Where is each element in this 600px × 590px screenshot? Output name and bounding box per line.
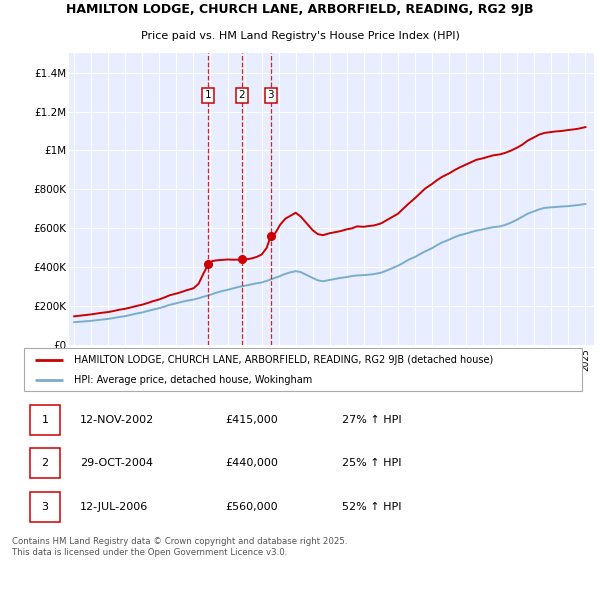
Text: £415,000: £415,000: [225, 415, 278, 425]
Text: 2: 2: [41, 458, 49, 468]
Text: 27% ↑ HPI: 27% ↑ HPI: [342, 415, 401, 425]
Text: £440,000: £440,000: [225, 458, 278, 468]
Text: 29-OCT-2004: 29-OCT-2004: [80, 458, 153, 468]
Text: 1: 1: [41, 415, 49, 425]
Text: Contains HM Land Registry data © Crown copyright and database right 2025.
This d: Contains HM Land Registry data © Crown c…: [12, 537, 347, 556]
FancyBboxPatch shape: [29, 405, 60, 435]
Text: Price paid vs. HM Land Registry's House Price Index (HPI): Price paid vs. HM Land Registry's House …: [140, 31, 460, 41]
Text: HAMILTON LODGE, CHURCH LANE, ARBORFIELD, READING, RG2 9JB: HAMILTON LODGE, CHURCH LANE, ARBORFIELD,…: [66, 2, 534, 15]
Text: HPI: Average price, detached house, Wokingham: HPI: Average price, detached house, Woki…: [74, 375, 313, 385]
Text: 25% ↑ HPI: 25% ↑ HPI: [342, 458, 401, 468]
Text: 52% ↑ HPI: 52% ↑ HPI: [342, 502, 401, 512]
Text: £560,000: £560,000: [225, 502, 278, 512]
Text: 3: 3: [41, 502, 49, 512]
FancyBboxPatch shape: [29, 448, 60, 478]
Text: 12-JUL-2006: 12-JUL-2006: [80, 502, 148, 512]
Text: 2: 2: [238, 90, 245, 100]
Text: HAMILTON LODGE, CHURCH LANE, ARBORFIELD, READING, RG2 9JB (detached house): HAMILTON LODGE, CHURCH LANE, ARBORFIELD,…: [74, 355, 493, 365]
Text: 12-NOV-2002: 12-NOV-2002: [80, 415, 154, 425]
Text: 1: 1: [205, 90, 212, 100]
FancyBboxPatch shape: [29, 491, 60, 522]
Text: 3: 3: [268, 90, 274, 100]
